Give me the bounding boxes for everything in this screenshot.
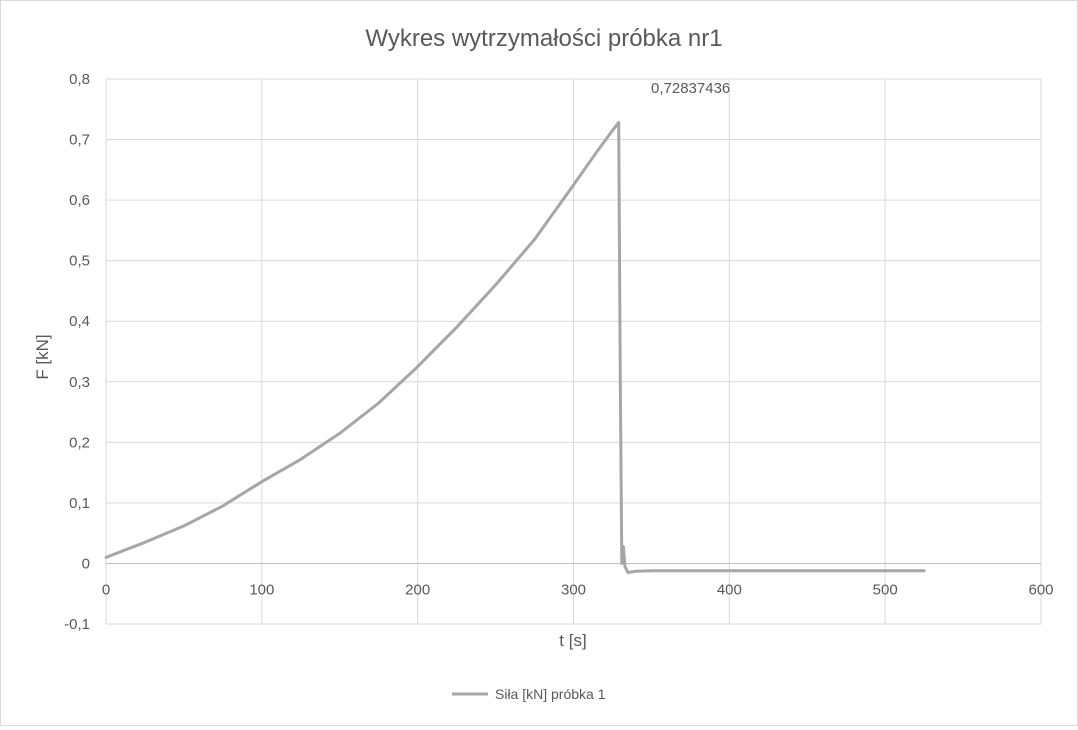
x-tick-label: 400 — [717, 581, 742, 598]
y-tick-label: 0,2 — [69, 434, 90, 451]
y-tick-label: 0 — [82, 555, 90, 572]
x-tick-label: 100 — [249, 581, 274, 598]
tick-labels: -0,1 0 0,1 0,2 0,3 0,4 0,5 0,6 0,7 0,8 0 100 200 300 4… — [64, 71, 1053, 633]
peak-annotation: 0,72837436 — [651, 80, 730, 97]
legend-label: Siła [kN] próbka 1 — [495, 686, 606, 702]
y-tick-label: -0,1 — [64, 616, 90, 633]
series-line-1 — [104, 120, 926, 574]
series-group — [104, 120, 926, 574]
legend: Siła [kN] próbka 1 — [452, 686, 606, 702]
grid — [105, 78, 1042, 625]
x-tick-label: 600 — [1028, 581, 1053, 598]
x-axis-label: t [s] — [559, 631, 586, 650]
y-tick-label: 0,4 — [69, 313, 90, 330]
x-tick-label: 300 — [561, 581, 586, 598]
x-tick-label: 0 — [102, 581, 110, 598]
y-tick-label: 0,3 — [69, 374, 90, 391]
y-tick-label: 0,5 — [69, 253, 90, 270]
y-axis-label: F [kN] — [33, 334, 52, 379]
y-tick-label: 0,7 — [69, 132, 90, 149]
y-tick-label: 0,6 — [69, 192, 90, 209]
y-tick-label: 0,8 — [69, 71, 90, 88]
chart-title: Wykres wytrzymałości próbka nr1 — [365, 25, 722, 52]
x-tick-label: 200 — [405, 581, 430, 598]
y-tick-label: 0,1 — [69, 495, 90, 512]
x-tick-label: 500 — [873, 581, 898, 598]
